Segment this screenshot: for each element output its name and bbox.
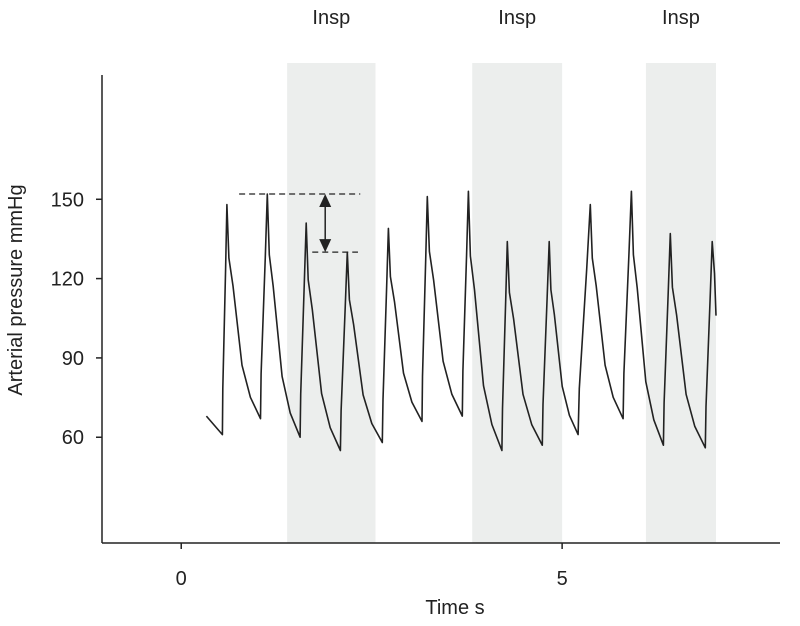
- y-tick-label: 90: [62, 348, 84, 370]
- insp-label: Insp: [662, 7, 700, 29]
- arrowhead-down-icon: [319, 239, 332, 253]
- inspiration-band: [645, 63, 717, 543]
- y-tick-label: 150: [51, 189, 84, 211]
- x-tick-label: 0: [176, 568, 187, 590]
- x-axis-label: Time s: [425, 597, 484, 619]
- y-tick-label: 60: [62, 427, 84, 449]
- insp-label: Insp: [312, 7, 350, 29]
- y-axis-label: Arterial pressure mmHg: [5, 184, 27, 395]
- y-tick-label: 120: [51, 269, 84, 291]
- insp-label: Insp: [498, 7, 536, 29]
- inspiration-band: [287, 63, 376, 543]
- pressure-trace: [205, 190, 717, 452]
- x-tick-label: 5: [557, 568, 568, 590]
- inspiration-band: [472, 63, 563, 543]
- arrowhead-up-icon: [319, 193, 332, 207]
